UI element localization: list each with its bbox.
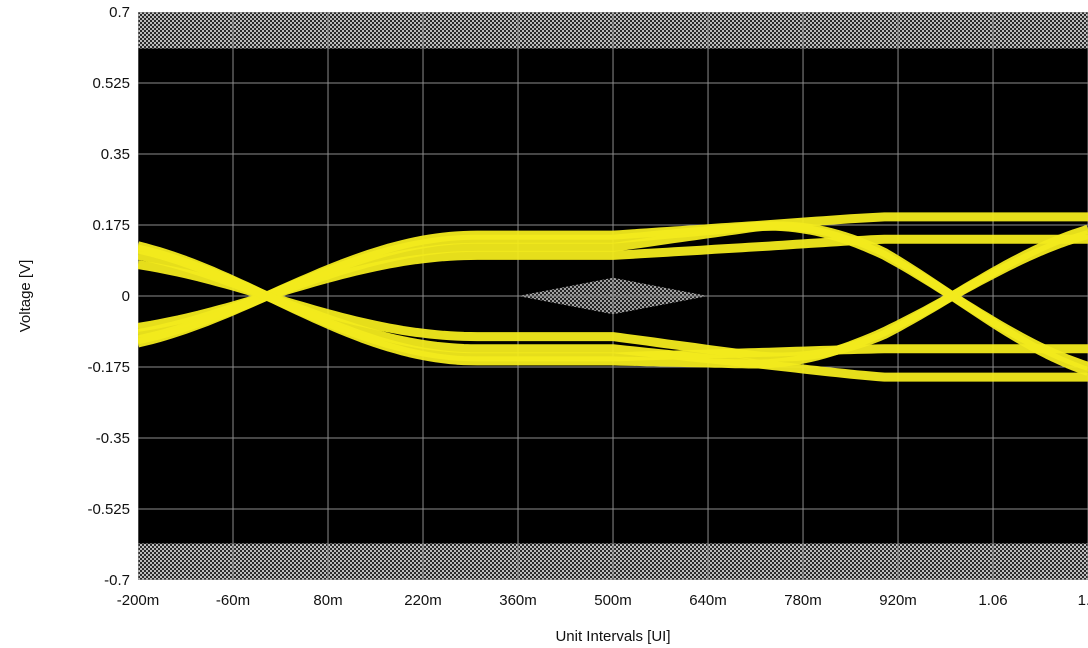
grid-layer	[138, 12, 1088, 580]
eye-trace-high-4	[138, 221, 1088, 371]
y-axis-title: Voltage [V]	[17, 260, 34, 333]
x-tick-label: 80m	[313, 592, 342, 609]
y-tick-label: 0.525	[92, 75, 130, 92]
x-tick-label: -200m	[117, 592, 160, 609]
y-tick-label: 0.7	[109, 4, 130, 21]
x-tick-label: 360m	[499, 592, 537, 609]
x-tick-label: 1.06	[978, 592, 1007, 609]
y-tick-label: -0.7	[104, 572, 130, 589]
y-tick-label: 0	[122, 288, 130, 305]
x-tick-label: -60m	[216, 592, 250, 609]
x-axis-title: Unit Intervals [UI]	[555, 628, 670, 645]
y-tick-label: -0.525	[87, 501, 130, 518]
y-tick-label: 0.35	[101, 146, 130, 163]
x-tick-label: 920m	[879, 592, 917, 609]
y-tick-label: -0.35	[96, 430, 130, 447]
x-tick-label: 640m	[689, 592, 727, 609]
tick-labels: -200m -60m 80m 220m 360m 500m 640m 780m 920m 1.06…	[87, 4, 1088, 609]
x-tick-label: 500m	[594, 592, 632, 609]
y-tick-label: -0.175	[87, 359, 130, 376]
eye-trace-low-4	[138, 230, 1088, 369]
x-tick-label: 780m	[784, 592, 822, 609]
trace-layer	[138, 212, 1088, 382]
y-tick-label: 0.175	[92, 217, 130, 234]
x-tick-label: 1.2	[1078, 592, 1088, 609]
x-tick-label: 220m	[404, 592, 442, 609]
